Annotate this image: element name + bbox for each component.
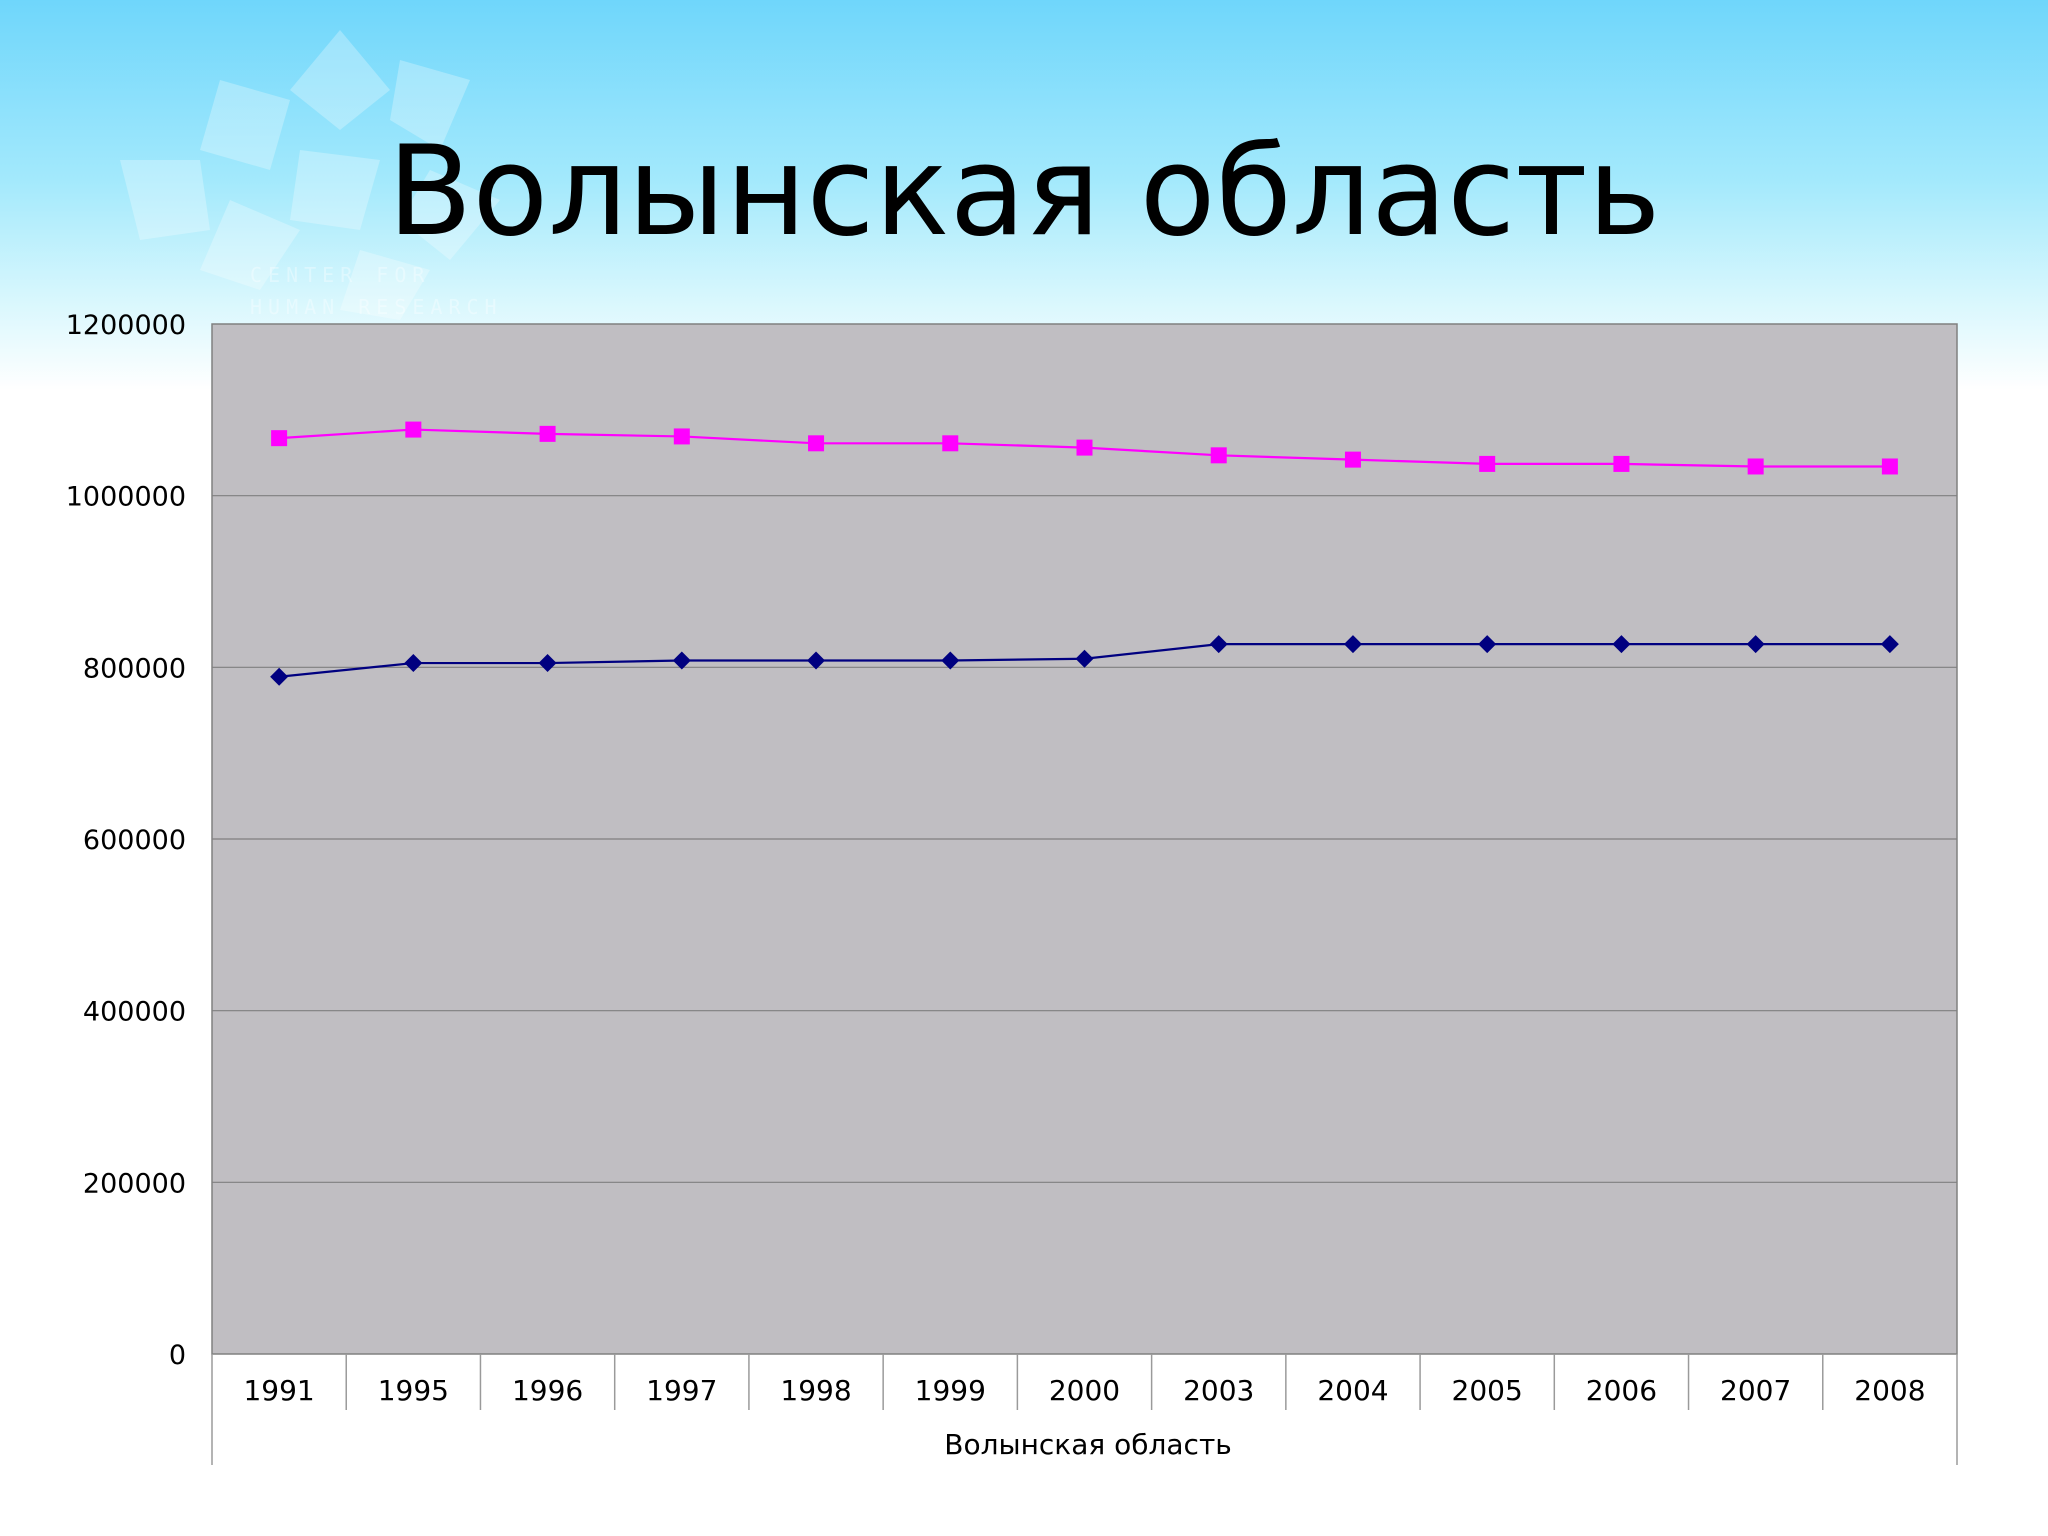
series-0-point — [539, 425, 556, 442]
x-tick-label: 1999 — [915, 1374, 986, 1407]
series-1-point — [672, 651, 691, 670]
series-0-point — [808, 435, 825, 452]
x-tick-label: 1991 — [243, 1374, 314, 1407]
series-1-point — [941, 651, 960, 670]
x-tick-label: 1998 — [780, 1374, 851, 1407]
y-tick-label: 400000 — [83, 997, 186, 1028]
x-tick-label: 2005 — [1452, 1374, 1523, 1407]
slide-title: Волынская область — [387, 120, 1661, 264]
x-tick-label: 1995 — [378, 1374, 449, 1407]
series-1-point — [1075, 649, 1094, 668]
series-1-point — [1478, 635, 1497, 654]
x-tick-label: 2007 — [1720, 1374, 1791, 1407]
series-1-point — [538, 654, 557, 673]
x-tick-label: 1996 — [512, 1374, 583, 1407]
x-tick-label: 1997 — [646, 1374, 717, 1407]
series-1-point — [1880, 635, 1899, 654]
series-1-point — [404, 654, 423, 673]
series-0-point — [1344, 451, 1361, 468]
x-tick-label: 2004 — [1317, 1374, 1388, 1407]
series-1-point — [270, 667, 289, 686]
series-1-point — [1746, 635, 1765, 654]
logo-text-line1: CENTER FOR — [250, 263, 430, 287]
x-tick-label: 2000 — [1049, 1374, 1120, 1407]
series-0-point — [1076, 439, 1093, 456]
series-0-point — [1613, 455, 1630, 472]
series-0-point — [271, 430, 288, 447]
y-tick-label: 0 — [169, 1340, 186, 1371]
series-1-point — [1612, 635, 1631, 654]
logo-text-line2: HUMAN RESEARCH — [250, 295, 503, 319]
series-1-point — [1343, 635, 1362, 654]
x-axis-title: Волынская область — [944, 1428, 1232, 1461]
series-0-point — [942, 435, 959, 452]
series-0-point — [1210, 447, 1227, 464]
x-tick-label: 2006 — [1586, 1374, 1657, 1407]
y-tick-label: 200000 — [83, 1168, 186, 1199]
series-0-point — [1881, 458, 1898, 475]
series-0-point — [405, 421, 422, 438]
logo-watermark: CENTER FOR HUMAN RESEARCH — [120, 30, 503, 320]
y-tick-label: 600000 — [83, 825, 186, 856]
series-0-point — [1747, 458, 1764, 475]
series-1-point — [1209, 635, 1228, 654]
x-tick-label: 2008 — [1854, 1374, 1925, 1407]
series-0-point — [673, 428, 690, 445]
series-0-point — [1479, 455, 1496, 472]
y-tick-label: 1000000 — [66, 482, 186, 513]
y-tick-label: 800000 — [83, 653, 186, 684]
series-1-point — [807, 651, 826, 670]
y-tick-label: 1200000 — [66, 310, 186, 341]
x-tick-label: 2003 — [1183, 1374, 1254, 1407]
